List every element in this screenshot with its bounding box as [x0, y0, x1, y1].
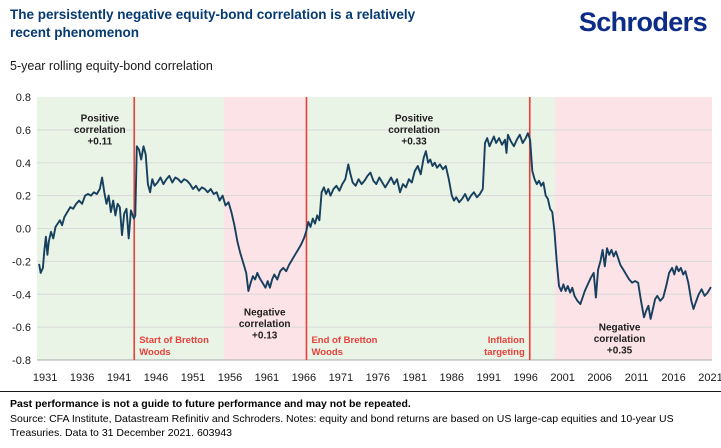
y-tick-label: 0.8 — [16, 92, 31, 104]
x-tick-label: 1966 — [292, 372, 316, 384]
y-tick-label: 0.0 — [16, 224, 31, 236]
x-tick-label: 1941 — [107, 372, 131, 384]
x-tick-label: 1931 — [33, 372, 57, 384]
x-tick-label: 2021 — [698, 372, 721, 384]
y-tick-label: 0.6 — [16, 125, 31, 137]
annotation-label: Negative correlation +0.35 — [594, 322, 646, 356]
x-tick-label: 2016 — [661, 372, 685, 384]
y-tick-label: 0.2 — [16, 191, 31, 203]
x-tick-label: 1991 — [476, 372, 500, 384]
y-tick-label: 0.4 — [16, 158, 31, 170]
series-line — [38, 132, 712, 320]
page-title: The persistently negative equity-bond co… — [10, 7, 416, 40]
x-tick-label: 1996 — [513, 372, 537, 384]
x-tick-label: 1986 — [440, 372, 464, 384]
y-tick-label: -0.8 — [12, 355, 31, 367]
x-tick-label: 1961 — [255, 372, 279, 384]
schroders-logo: Schroders — [578, 7, 708, 37]
x-tick-label: 1956 — [218, 372, 242, 384]
y-tick-label: -0.2 — [12, 256, 31, 268]
x-tick-label: 1936 — [70, 372, 94, 384]
x-tick-label: 1981 — [403, 372, 427, 384]
x-tick-label: 1951 — [181, 372, 205, 384]
annotation-label: Positive correlation +0.11 — [74, 114, 126, 148]
x-tick-label: 1976 — [366, 372, 390, 384]
annotation-label: Positive correlation +0.33 — [388, 114, 440, 148]
source-note: Source: CFA Institute, Datastream Refini… — [10, 413, 674, 440]
event-label-start-of-bretton-woods: Start of Bretton Woods — [139, 335, 209, 358]
x-tick-label: 2006 — [587, 372, 611, 384]
footer: Past performance is not a guide to futur… — [0, 391, 721, 440]
y-tick-label: -0.6 — [12, 322, 31, 334]
chart-subtitle: 5-year rolling equity-bond correlation — [10, 59, 213, 73]
annotation-label: Negative correlation +0.13 — [239, 308, 291, 342]
y-tick-label: -0.4 — [12, 289, 31, 301]
x-tick-label: 1946 — [144, 372, 168, 384]
x-tick-label: 1971 — [329, 372, 353, 384]
x-tick-label: 2011 — [625, 372, 649, 384]
event-label-end-of-bretton-woods: End of Bretton Woods — [311, 335, 377, 358]
past-performance-disclaimer: Past performance is not a guide to futur… — [10, 398, 411, 410]
x-tick-label: 2001 — [550, 372, 574, 384]
event-label-inflation-targeting: Inflation targeting — [484, 335, 525, 358]
